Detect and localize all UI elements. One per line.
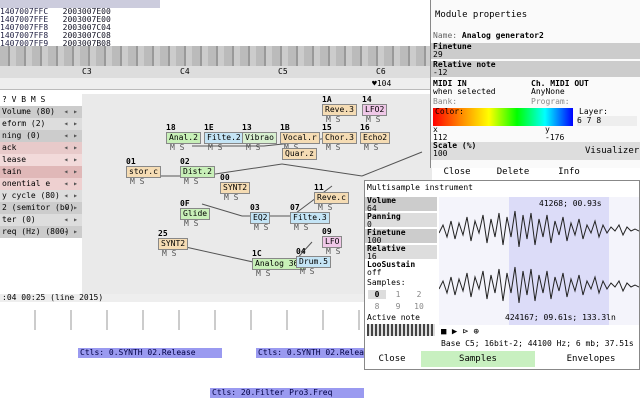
- module-drum[interactable]: 04 Drum.5 M S: [296, 248, 331, 276]
- ctl-pattern-3[interactable]: Ctls: 20.Filter Pro3.Freq: [210, 388, 364, 398]
- controller-row[interactable]: Volume (80) ◂ ▸: [0, 106, 82, 118]
- controller-row[interactable]: tain ◂ ▸: [0, 166, 82, 178]
- finetune-control[interactable]: Finetune 100: [365, 229, 437, 245]
- controller-panel: ? V B M S Volume (80) ◂ ▸ eform (2) ◂ ▸ ni…: [0, 94, 82, 294]
- cursor-icon[interactable]: ⊳: [462, 327, 469, 337]
- controller-row[interactable]: y cycle (80) ◂ ▸: [0, 190, 82, 202]
- sample-slot[interactable]: 10: [414, 302, 424, 311]
- layer-selector[interactable]: 6 7 8: [577, 116, 637, 126]
- controller-row[interactable]: ning (0) ◂ ▸: [0, 130, 82, 142]
- loop-control[interactable]: LooSustain off: [367, 260, 416, 277]
- visualizer-button[interactable]: Visualizer: [585, 146, 640, 156]
- waveform-top-readout: 41268; 00.93s: [539, 199, 602, 208]
- finetune-control[interactable]: Finetune 29: [431, 43, 640, 59]
- sample-slots[interactable]: 0 1 2 8 9 10: [365, 287, 437, 314]
- multisample-title: Multisample instrument: [367, 183, 473, 192]
- play-icon[interactable]: ▶: [451, 327, 458, 337]
- module-eq2[interactable]: 03 EQ2 M S: [250, 203, 271, 232]
- playback-controls: ■ ▶ ⊳ ⊕: [441, 327, 640, 339]
- module-chorus[interactable]: 15 Chor.3 M S: [322, 124, 357, 152]
- tracker-row[interactable]: 1407007FFC 2003007E00: [0, 7, 111, 16]
- sample-slot[interactable]: 8: [374, 302, 380, 311]
- octave-label: C3: [82, 67, 92, 76]
- multisample-dialog: Multisample instrument Volume 64 Panning 0…: [364, 180, 640, 370]
- sample-slot[interactable]: 1: [395, 290, 401, 299]
- active-note-indicator: [367, 324, 435, 336]
- connections: [152, 135, 423, 265]
- module-filter2[interactable]: 1E Filte.2 M S: [204, 124, 244, 152]
- module-analog2[interactable]: 18 Anal.2 M S: [166, 124, 201, 152]
- module-lfo2[interactable]: 14 LFO2 M S: [362, 96, 388, 124]
- controller-row[interactable]: onential e ◂ ▸: [0, 178, 82, 190]
- sample-info: Base C5; 16bit-2; 44100 Hz; 6 mb; 37.51s: [441, 339, 634, 348]
- dialog-title: Module properties: [435, 10, 528, 20]
- relative-control[interactable]: Relative 16: [365, 245, 437, 261]
- timeline-position: :04 00:25 (line 2015): [0, 294, 364, 302]
- module-vibrato[interactable]: 13 Vibrao M S: [242, 124, 277, 152]
- module-reverb-c[interactable]: 11 Reve.c M S: [314, 184, 349, 212]
- sample-slot[interactable]: 0: [368, 290, 386, 299]
- midi-settings[interactable]: MIDI IN when selected Ch. MIDI OUT AnyNo…: [433, 79, 589, 96]
- module-view-toolbar: ♥104: [0, 78, 430, 90]
- sample-slot[interactable]: 9: [395, 302, 401, 311]
- module-synth2b[interactable]: 25 SYNT2 M S: [158, 230, 189, 258]
- module-properties-dialog: Module properties Name: Analog generator…: [430, 0, 640, 177]
- piano-keyboard[interactable]: C3 C4 C5 C6: [0, 46, 430, 78]
- controller-row[interactable]: req (Hz) (800) ◂ ▸: [0, 226, 82, 238]
- panning-control[interactable]: Panning 0: [365, 213, 437, 229]
- module-glide[interactable]: 0F Glide M S: [180, 200, 211, 228]
- octave-label: C6: [376, 67, 386, 76]
- multisample-close-button[interactable]: Close: [378, 354, 406, 364]
- zoom-icon[interactable]: ⊕: [473, 327, 479, 337]
- info-button[interactable]: Info: [558, 167, 580, 177]
- controller-row[interactable]: eform (2) ◂ ▸: [0, 118, 82, 130]
- octave-label: C5: [278, 67, 288, 76]
- controller-row[interactable]: ack ◂ ▸: [0, 142, 82, 154]
- piano-black-keys[interactable]: [0, 46, 430, 66]
- analog-volume-pct: 36%: [289, 259, 303, 268]
- delete-button[interactable]: Delete: [496, 167, 530, 177]
- stop-icon[interactable]: ■: [441, 327, 447, 337]
- module-quarz[interactable]: Quar.z: [282, 148, 317, 160]
- tab-envelopes[interactable]: Envelopes: [566, 354, 616, 364]
- timeline[interactable]: :04 00:25 (line 2015) Ctls: 0.SYNTH 02.R…: [0, 294, 374, 400]
- octave-label: C4: [180, 67, 190, 76]
- tab-samples[interactable]: Samples: [421, 351, 535, 367]
- tracker-row[interactable]: 1407007FF9 2003007B08: [0, 39, 111, 48]
- module-name-field[interactable]: Analog generator2: [461, 31, 544, 40]
- waveform: [438, 197, 640, 325]
- controller-row[interactable]: 2 (semitor (b0) ◂ ▸: [0, 202, 82, 214]
- close-button[interactable]: Close: [443, 167, 471, 177]
- module-distortion[interactable]: 01 stor.c M S: [126, 158, 161, 186]
- ctl-pattern-2[interactable]: Ctls: 0.SYNTH 02.Release: [256, 348, 374, 358]
- ctl-pattern-1[interactable]: Ctls: 0.SYNTH 02.Release: [78, 348, 222, 358]
- module-reverb[interactable]: 1A Reve.3 M S: [322, 96, 357, 124]
- volume-control[interactable]: Volume 64: [365, 197, 437, 213]
- module-filter3[interactable]: 07 Filte.3 M S: [290, 204, 330, 232]
- controller-row[interactable]: ter (0) ◂ ▸: [0, 214, 82, 226]
- position-controls[interactable]: x 112 y -176: [433, 125, 565, 142]
- tracker-pattern: 1407007FFC 2003007E00 1407007FFE 2003007…: [0, 0, 160, 48]
- sample-slot[interactable]: 2: [416, 290, 422, 299]
- waveform-bottom-readout: 424167; 09.61s; 133.3ln: [505, 313, 616, 322]
- timeline-track[interactable]: [0, 310, 364, 330]
- relative-note-control[interactable]: Relative note -12: [431, 61, 640, 77]
- controller-row[interactable]: lease ◂ ▸: [0, 154, 82, 166]
- module-echo[interactable]: 16 Echo2 M S: [360, 124, 391, 152]
- module-synth2[interactable]: 00 SYNT2 M S: [220, 174, 251, 202]
- module-dist2[interactable]: 02 Dist.2 M S: [180, 158, 215, 186]
- waveform-view[interactable]: 41268; 00.93s 424167; 09.61s; 133.3ln: [438, 197, 640, 325]
- tracker-row[interactable]: 1407007FF8 2003007C08: [0, 31, 111, 40]
- color-picker[interactable]: [433, 108, 573, 126]
- cpu-indicator: ♥104: [372, 79, 392, 88]
- tracker-row[interactable]: 1407007FF8 2003007C04: [0, 23, 111, 32]
- tracker-row[interactable]: 1407007FFE 2003007E00: [0, 15, 111, 24]
- scale-control[interactable]: Scale (%) 100 Visualizer: [431, 141, 640, 160]
- tracker-header: [0, 0, 160, 8]
- controller-header: ? V B M S: [2, 95, 46, 104]
- module-lfo[interactable]: 09 LFO M S: [322, 227, 343, 256]
